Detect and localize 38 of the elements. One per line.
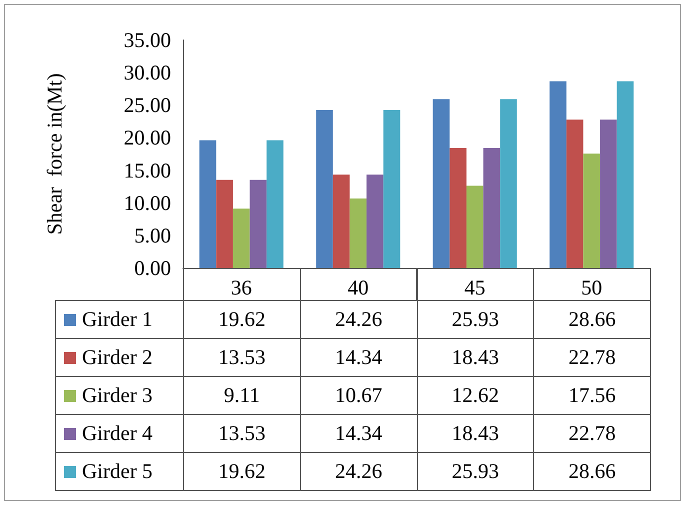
data-label: 14.34 <box>300 338 418 377</box>
data-label: 14.34 <box>300 414 418 453</box>
x-tick-label: 50 <box>581 276 602 300</box>
data-label: 28.66 <box>533 452 651 491</box>
data-label: 22.78 <box>533 338 651 377</box>
data-label: 28.66 <box>533 300 651 339</box>
y-axis-title: Shear force in(Mt) <box>42 73 66 235</box>
data-label: 25.93 <box>416 452 534 491</box>
data-label: 19.62 <box>183 300 301 339</box>
x-tick-label: 36 <box>230 276 252 300</box>
data-label: 13.53 <box>183 414 301 453</box>
y-tick-label: 35.00 <box>124 28 171 52</box>
legend-label: Girder 2 <box>55 338 184 377</box>
data-label: 25.93 <box>416 300 534 339</box>
y-tick-label: 0.00 <box>134 256 171 280</box>
data-label: 10.67 <box>300 376 418 415</box>
data-label: 17.56 <box>533 376 651 415</box>
data-label: 13.53 <box>183 338 301 377</box>
y-tick-label: 30.00 <box>124 60 171 85</box>
data-label: 18.43 <box>416 338 534 377</box>
data-label: 18.43 <box>416 414 534 453</box>
x-tick-label: 45 <box>464 276 486 300</box>
data-label: 19.62 <box>183 452 301 491</box>
legend-label: Girder 1 <box>55 300 184 339</box>
y-tick-label: 10.00 <box>124 190 171 215</box>
data-label: 24.26 <box>300 452 418 491</box>
legend-label: Girder 4 <box>55 414 184 453</box>
data-label: 22.78 <box>533 414 651 453</box>
y-tick-label: 20.00 <box>124 126 171 150</box>
x-tick-label: 40 <box>348 276 369 300</box>
y-tick-label: 25.00 <box>124 93 171 118</box>
data-label: 12.62 <box>416 376 534 415</box>
y-tick-label: 15.00 <box>124 158 171 182</box>
legend-label: Girder 5 <box>55 452 184 491</box>
data-label: 24.26 <box>300 300 418 339</box>
data-label: 9.11 <box>183 376 301 415</box>
y-tick-label: 5.00 <box>134 223 171 248</box>
legend-label: Girder 3 <box>55 376 184 415</box>
